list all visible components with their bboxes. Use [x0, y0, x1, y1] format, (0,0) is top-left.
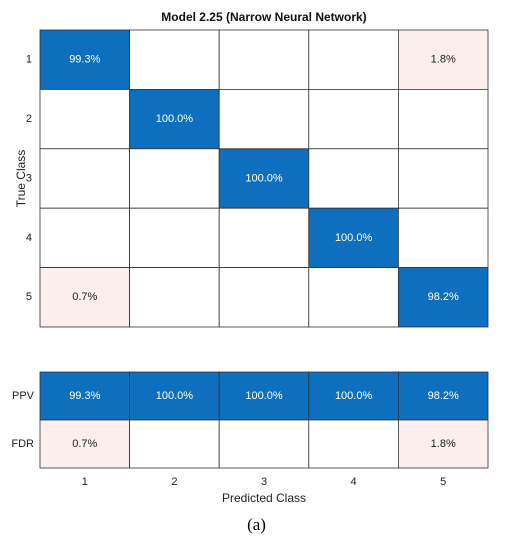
confusion-matrix-figure: Model 2.25 (Narrow Neural Network) 99.3% 1… — [11, 10, 489, 505]
matrix-cell-2-2-label: 100.0% — [156, 113, 194, 125]
summary-cell-fdr-5 — [397, 419, 489, 469]
figure-caption: (a) — [247, 515, 266, 534]
matrix-cell-1-4 — [308, 29, 399, 90]
matrix-cell-1-1 — [39, 29, 130, 90]
matrix-cell-5-1 — [39, 267, 130, 328]
x-tick-label: 3 — [261, 476, 267, 488]
matrix-cell-2-4 — [308, 89, 399, 150]
y-tick-label: 5 — [26, 291, 32, 303]
x-tick-label: 4 — [351, 476, 357, 488]
matrix-cell-3-3 — [218, 148, 310, 209]
summary-cell-fdr-1-label: 0.7% — [72, 438, 97, 450]
summary-cell-ppv-3 — [218, 371, 310, 421]
matrix-cell-4-4-label: 100.0% — [335, 232, 373, 244]
summary-cell-fdr-3 — [218, 419, 310, 469]
matrix-cell-3-4 — [308, 148, 399, 209]
chart-title: Model 2.25 (Narrow Neural Network) — [161, 10, 366, 24]
matrix-cell-1-5-label: 1.8% — [431, 54, 456, 66]
matrix-cell-4-5 — [397, 207, 489, 268]
matrix-cell-1-3 — [218, 29, 310, 90]
matrix-cell-1-1-label: 99.3% — [69, 54, 100, 66]
summary-cell-fdr-2 — [129, 419, 220, 469]
summary-row-label: PPV — [12, 390, 35, 402]
y-tick-label: 1 — [26, 54, 32, 66]
y-tick-label: 2 — [26, 113, 32, 125]
x-tick-label: 2 — [171, 476, 177, 488]
x-tick-label: 5 — [440, 476, 446, 488]
matrix-cell-3-5 — [397, 148, 489, 209]
summary-cell-fdr-1 — [39, 419, 130, 469]
matrix-cell-2-2 — [129, 89, 220, 150]
summary-cell-fdr-5-label: 1.8% — [431, 438, 456, 450]
summary-cell-ppv-4-label: 100.0% — [335, 390, 373, 402]
x-axis-label: Predicted Class — [222, 491, 306, 505]
matrix-cell-3-3-label: 100.0% — [245, 172, 283, 184]
matrix-cell-2-5 — [397, 89, 489, 150]
matrix-cell-5-4 — [308, 267, 399, 328]
matrix-cell-4-2 — [129, 207, 220, 268]
summary-cell-ppv-2 — [129, 371, 220, 421]
matrix-cell-1-5 — [397, 29, 489, 90]
matrix-cell-5-1-label: 0.7% — [72, 291, 97, 303]
summary-cell-ppv-3-label: 100.0% — [245, 390, 283, 402]
matrix-cell-5-3 — [218, 267, 310, 328]
matrix-cell-4-3 — [218, 207, 310, 268]
summary-cell-ppv-4 — [308, 371, 399, 421]
summary-cell-ppv-1 — [39, 371, 130, 421]
y-tick-label: 3 — [26, 172, 32, 184]
matrix-cell-3-1 — [39, 148, 130, 209]
summary-cell-ppv-5 — [397, 371, 489, 421]
matrix-cell-2-3 — [218, 89, 310, 150]
matrix-cell-5-5-label: 98.2% — [428, 291, 459, 303]
matrix-cell-5-5 — [397, 267, 489, 328]
summary-row-label: FDR — [11, 438, 34, 450]
summary-cell-ppv-5-label: 98.2% — [428, 390, 459, 402]
summary-cell-ppv-1-label: 99.3% — [69, 390, 100, 402]
matrix-cell-2-1 — [39, 89, 130, 150]
x-tick-label: 1 — [82, 476, 88, 488]
matrix-cell-1-2 — [129, 29, 220, 90]
y-tick-label: 4 — [26, 232, 32, 244]
y-axis-label: True Class — [14, 150, 28, 208]
matrix-cell-5-2 — [129, 267, 220, 328]
matrix-cell-4-1 — [39, 207, 130, 268]
matrix-cell-3-2 — [129, 148, 220, 209]
summary-cell-ppv-2-label: 100.0% — [156, 390, 194, 402]
summary-cell-fdr-4 — [308, 419, 399, 469]
